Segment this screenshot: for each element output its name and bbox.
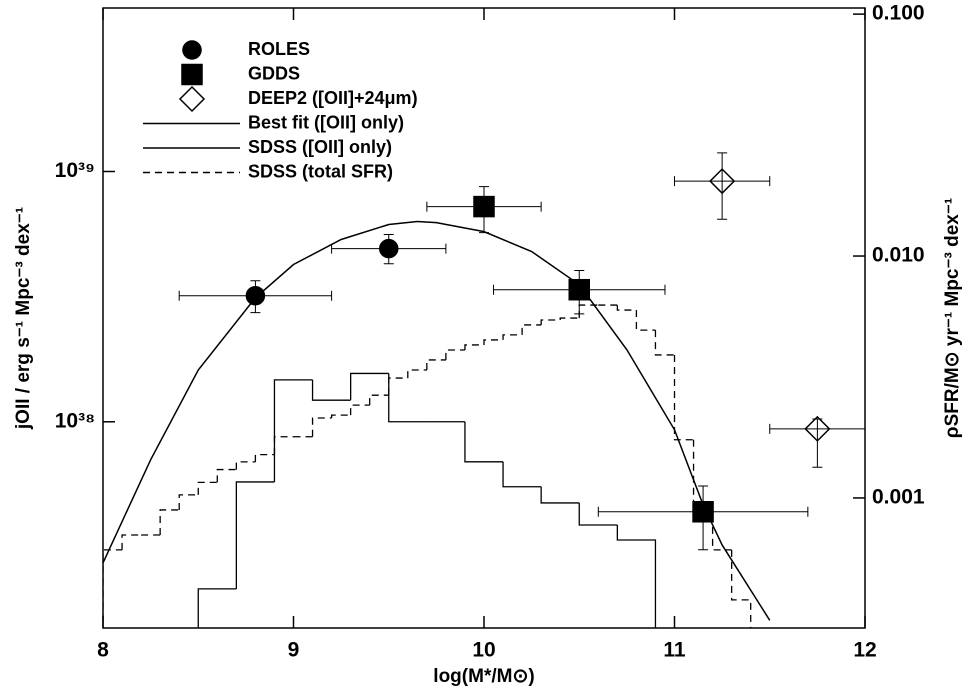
histogram-bin xyxy=(426,359,446,370)
histogram-bin xyxy=(540,319,561,325)
legend-label: Best fit ([OII] only) xyxy=(248,112,404,132)
data-point xyxy=(692,501,714,523)
histogram-bin xyxy=(216,468,237,483)
histogram-bin xyxy=(388,377,408,396)
x-tick-label: 10 xyxy=(472,639,495,662)
y2-tick-label: 0.010 xyxy=(872,244,925,267)
legend-label: SDSS ([OII] only) xyxy=(248,137,392,157)
y2-axis-label: ρSFR/M⊙ yr⁻¹ Mpc⁻³ dex⁻¹ xyxy=(942,198,963,438)
legend-label: ROLES xyxy=(248,39,310,59)
y-error-bar xyxy=(812,418,823,468)
histogram-bin xyxy=(273,379,313,482)
data-point xyxy=(379,238,399,259)
data-point xyxy=(568,278,590,301)
histogram-bin xyxy=(731,549,752,628)
histogram-bin xyxy=(311,417,332,437)
histogram-bin xyxy=(654,330,675,356)
y2-tick-label: 0.001 xyxy=(872,485,925,508)
histogram-bin xyxy=(350,404,370,416)
histogram-bin xyxy=(235,481,275,589)
plot-frame xyxy=(102,7,866,629)
histogram-bin xyxy=(273,436,294,455)
histogram-bin xyxy=(540,486,580,504)
histogram-bin xyxy=(502,334,523,340)
histogram-bin xyxy=(464,421,504,463)
histogram-bin xyxy=(464,344,484,350)
x-axis-label: log(M*/M⊙) xyxy=(433,666,534,687)
histogram-bin xyxy=(445,349,465,360)
histogram-bin xyxy=(369,394,389,406)
y-tick-label: 10³⁸ xyxy=(55,409,95,432)
histogram-bin xyxy=(673,354,694,441)
histogram-bin xyxy=(578,502,618,526)
histogram-bin xyxy=(407,369,427,379)
data-point xyxy=(245,285,266,306)
y-tick-label: 10³⁹ xyxy=(55,159,95,182)
data-point xyxy=(473,195,495,218)
histogram-bin xyxy=(635,310,656,331)
x-tick-label: 9 xyxy=(288,639,300,662)
histogram-bin xyxy=(330,414,351,419)
histogram-bin xyxy=(616,524,657,628)
x-tick-label: 12 xyxy=(853,639,876,662)
histogram-bin xyxy=(521,324,542,335)
legend-label: SDSS (total SFR) xyxy=(248,161,393,181)
histogram-bin xyxy=(197,588,237,628)
histogram-bin xyxy=(197,481,218,495)
y-axis-label: jOII / erg s⁻¹ Mpc⁻³ dex⁻¹ xyxy=(13,207,34,430)
histogram-bin xyxy=(483,339,504,345)
legend-marker xyxy=(182,40,202,60)
histogram-bin xyxy=(502,461,542,488)
y2-tick-label: 0.100 xyxy=(872,2,925,25)
histogram-bin xyxy=(235,461,256,470)
histogram-bin xyxy=(350,372,389,401)
histogram-bin xyxy=(159,509,180,535)
histogram-bin xyxy=(178,494,199,510)
histogram-bin xyxy=(388,373,427,423)
plot-area xyxy=(103,152,865,628)
x-tick-label: 8 xyxy=(97,639,109,662)
histogram-bin xyxy=(311,379,351,401)
legend-marker xyxy=(178,85,206,113)
histogram-bin xyxy=(103,549,123,628)
histogram-bin xyxy=(616,305,637,311)
legend-label: DEEP2 ([OII]+24μm) xyxy=(248,88,418,108)
legend-label: GDDS xyxy=(248,63,300,83)
fit-line xyxy=(103,220,771,621)
y-error-bar xyxy=(717,152,728,220)
histogram-bin xyxy=(254,454,275,462)
x-tick-label: 11 xyxy=(663,639,686,662)
legend-marker xyxy=(181,63,203,86)
histogram-bin xyxy=(121,534,142,550)
histogram-bin xyxy=(559,317,580,320)
data-point xyxy=(804,415,831,442)
data-point xyxy=(709,168,736,195)
